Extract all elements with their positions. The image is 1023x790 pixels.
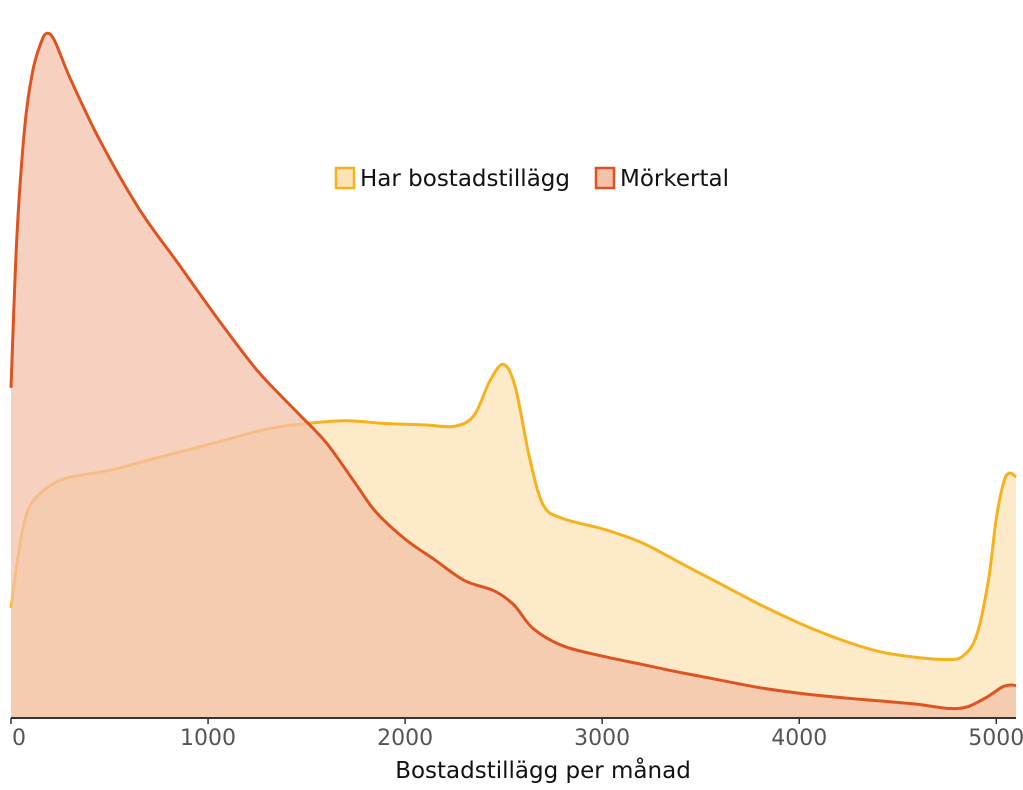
legend-label-morkertal: Mörkertal: [620, 166, 729, 192]
legend-swatch-har-bostadstillagg: [334, 166, 356, 190]
area-morkertal: [11, 33, 1016, 719]
x-tick-label-1000: 1000: [180, 726, 236, 751]
legend: Har bostadstillägg Mörkertal: [334, 166, 729, 192]
line-morkertal: [9, 31, 1017, 711]
x-axis-ticks: 0 1000 2000 3000 4000 5000: [10, 718, 1023, 751]
legend-swatch-morkertal: [594, 166, 616, 190]
x-tick-label-4000: 4000: [771, 726, 827, 751]
x-axis-title: Bostadstillägg per månad: [395, 756, 691, 784]
x-tick-label-0: 0: [12, 726, 26, 751]
x-tick-label-5000: 5000: [968, 726, 1023, 751]
x-tick-label-3000: 3000: [574, 726, 630, 751]
x-tick-label-2000: 2000: [377, 726, 433, 751]
legend-label-har-bostadstillagg: Har bostadstillägg: [360, 166, 570, 192]
plot-area: [9, 31, 1017, 719]
